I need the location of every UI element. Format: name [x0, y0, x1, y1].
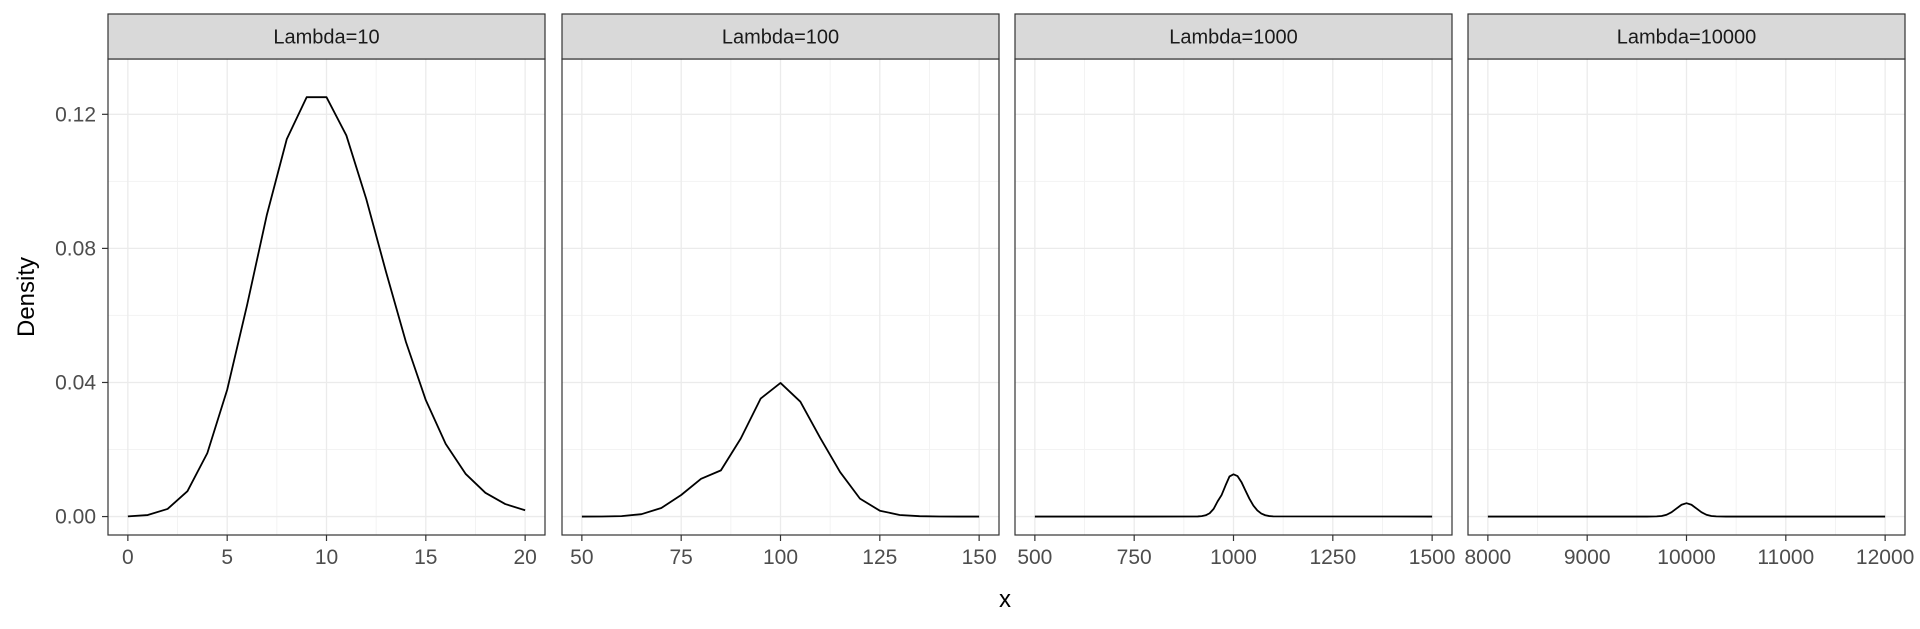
x-tick-label: 10000: [1657, 546, 1715, 569]
density-line: [581, 382, 980, 518]
facet-strip: [1014, 13, 1453, 60]
x-tick-label: 50: [570, 546, 593, 569]
facet-panel: Lambda=10 0 5 10 15 20: [107, 13, 546, 569]
x-tick-label: 100: [763, 546, 798, 569]
facet-panel: Lambda=10000 8000 9000 10000 11000 12000: [1465, 13, 1914, 569]
density-line: [1034, 473, 1433, 518]
facet-panel: Lambda=100 50 75 100 125 150: [561, 13, 1000, 569]
y-tick-label: 0.04: [55, 371, 96, 394]
x-tick-label: 150: [962, 546, 997, 569]
y-axis: 0.00 0.04 0.08 0.12: [55, 103, 108, 529]
facet-strip: [107, 13, 546, 60]
facet-strip-label: Lambda=100: [722, 27, 839, 49]
facet-strip-label: Lambda=10: [273, 27, 379, 49]
y-tick-label: 0.00: [55, 506, 96, 529]
density-line: [127, 96, 526, 518]
facet-strip: [1467, 13, 1906, 60]
x-tick-label: 1000: [1210, 546, 1257, 569]
facet-strip-label: Lambda=1000: [1169, 27, 1297, 49]
x-tick-label: 12000: [1856, 546, 1914, 569]
y-tick-label: 0.08: [55, 237, 96, 260]
y-tick-label: 0.12: [55, 103, 96, 126]
x-tick-label: 9000: [1564, 546, 1611, 569]
x-axis-title: x: [999, 586, 1011, 613]
x-tick-label: 500: [1017, 546, 1052, 569]
facet-panel: Lambda=1000 500 750 1000 1250 1500: [1014, 13, 1456, 569]
x-tick-label: 0: [122, 546, 134, 569]
density-line: [1487, 502, 1886, 518]
x-tick-label: 10: [315, 546, 338, 569]
x-tick-label: 11000: [1757, 546, 1814, 569]
x-tick-label: 750: [1117, 546, 1152, 569]
x-tick-label: 20: [513, 546, 536, 569]
facet-strip: [561, 13, 1000, 60]
x-tick-label: 1250: [1309, 546, 1356, 569]
facet-strip-label: Lambda=10000: [1617, 27, 1757, 49]
x-tick-label: 15: [414, 546, 437, 569]
x-tick-label: 8000: [1465, 546, 1512, 569]
x-tick-label: 5: [221, 546, 233, 569]
x-tick-label: 125: [862, 546, 897, 569]
y-axis-title: Density: [13, 257, 40, 337]
x-tick-label: 1500: [1409, 546, 1456, 569]
x-tick-label: 75: [670, 546, 693, 569]
